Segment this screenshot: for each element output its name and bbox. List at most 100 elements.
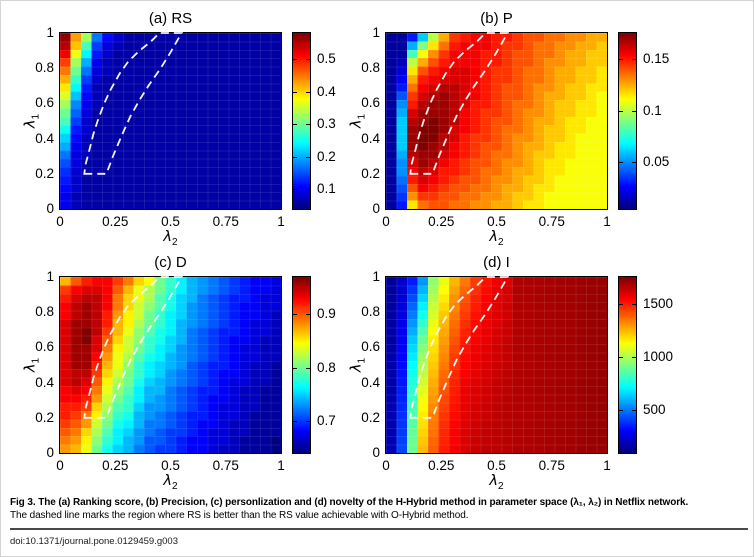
x-tick-label: 0.75 <box>538 214 565 229</box>
lambda-subscript: 2 <box>498 480 504 492</box>
panel-a-title: (a) RS <box>148 10 193 27</box>
panel-c-ylabel: λ1 <box>23 358 42 372</box>
x-tick-label: 0.75 <box>212 214 239 229</box>
x-tick-label: 1 <box>603 214 611 229</box>
y-tick-label: 0.2 <box>361 409 380 425</box>
y-tick-label: 0.4 <box>35 130 54 146</box>
colorbar-tick-label: 0.1 <box>643 102 662 118</box>
panel-d-colorbar-gradient <box>619 277 636 453</box>
colorbar-tick-mark <box>293 314 297 316</box>
colorbar-tick-mark <box>293 189 297 191</box>
lambda-glyph: λ <box>163 473 173 489</box>
colorbar-tick-mark <box>306 367 310 369</box>
panel-b-colorbar <box>618 32 637 210</box>
colorbar-tick-mark <box>632 303 636 305</box>
x-tick-label: 0.25 <box>102 214 129 229</box>
panel-d-colorbar <box>618 276 637 454</box>
colorbar-tick-mark <box>632 410 636 412</box>
panel-d-ylabel: λ1 <box>349 358 368 372</box>
y-tick-label: 0.4 <box>361 130 380 146</box>
colorbar-tick-mark <box>306 124 310 126</box>
panel-c-xlabel: λ2 <box>60 473 281 492</box>
x-tick-label: 0.75 <box>212 458 239 473</box>
colorbar-tick-label: 0.05 <box>643 154 670 170</box>
lambda-glyph: λ <box>348 119 365 129</box>
x-tick-label: 0 <box>56 458 64 473</box>
y-tick-label: 0.8 <box>35 304 54 320</box>
colorbar-tick-label: 0.8 <box>317 359 336 375</box>
figure-caption: Fig 3. The (a) Ranking score, (b) Precis… <box>10 497 748 521</box>
x-tick-label: 0.25 <box>428 214 455 229</box>
y-tick-label: 1 <box>372 269 380 284</box>
panel-c-colorbar <box>292 276 311 454</box>
y-tick-label: 0 <box>372 201 380 216</box>
panel-a-plot <box>59 32 282 210</box>
colorbar-tick-mark <box>306 156 310 158</box>
colorbar-tick-label: 1000 <box>643 349 674 364</box>
y-tick-label: 1 <box>46 269 54 284</box>
colorbar-tick-mark <box>632 162 636 164</box>
colorbar-tick-mark <box>293 59 297 61</box>
y-tick-label: 0.4 <box>35 374 54 390</box>
lambda-glyph: λ <box>348 363 365 373</box>
panel-a-colorbar-gradient <box>293 33 310 209</box>
colorbar-tick-label: 0.2 <box>317 148 336 164</box>
x-tick-label: 0.5 <box>487 458 506 473</box>
caption-regular-line: The dashed line marks the region where R… <box>10 510 469 521</box>
colorbar-tick-mark <box>619 162 623 164</box>
x-tick-label: 0 <box>382 214 390 229</box>
caption-divider <box>10 528 748 530</box>
y-tick-label: 1 <box>46 25 54 40</box>
y-tick-label: 0.4 <box>361 374 380 390</box>
y-tick-label: 0.6 <box>35 95 54 111</box>
colorbar-tick-mark <box>619 410 623 412</box>
x-tick-label: 0 <box>56 214 64 229</box>
panel-b-colorbar-gradient <box>619 33 636 209</box>
colorbar-tick-mark <box>619 303 623 305</box>
colorbar-tick-mark <box>619 357 623 358</box>
colorbar-tick-mark <box>293 91 297 93</box>
colorbar-tick-mark <box>306 59 310 61</box>
colorbar-tick-label: 0.4 <box>317 83 336 99</box>
colorbar-tick-mark <box>293 367 297 369</box>
x-tick-label: 0.25 <box>428 458 455 473</box>
x-tick-label: 0.25 <box>102 458 129 473</box>
panel-b-title: (b) P <box>480 10 513 27</box>
lambda-subscript: 1 <box>356 357 368 364</box>
y-tick-label: 0.8 <box>361 60 380 76</box>
panel-b-contour-dashed <box>409 32 510 175</box>
x-tick-label: 0.75 <box>538 458 565 473</box>
lambda-glyph: λ <box>22 363 39 373</box>
y-tick-label: 0.6 <box>361 95 380 111</box>
y-tick-label: 0.8 <box>35 60 54 76</box>
colorbar-tick-mark <box>632 110 636 112</box>
lambda-glyph: λ <box>489 229 499 245</box>
panel-a-ylabel: λ1 <box>23 114 42 128</box>
y-tick-label: 0 <box>372 445 380 460</box>
x-tick-label: 1 <box>603 458 611 473</box>
x-tick-label: 0.5 <box>161 458 180 473</box>
y-tick-label: 0.6 <box>35 339 54 355</box>
colorbar-tick-label: 1500 <box>643 295 674 311</box>
panel-c: (c) D 1 0.8 0.6 0.4 0.2 0 0 0.25 0.5 0.75 1 λ2 λ1… <box>23 254 336 492</box>
x-tick-label: 1 <box>277 458 285 473</box>
y-tick-label: 0.2 <box>35 409 54 425</box>
lambda-glyph: λ <box>163 229 173 245</box>
panel-d-contour-dashed <box>409 276 510 419</box>
panel-a-contour-dashed <box>83 32 184 175</box>
panel-d-xlabel: λ2 <box>386 473 607 492</box>
panel-c-title: (c) D <box>154 254 187 271</box>
colorbar-tick-mark <box>306 421 310 422</box>
doi-text: doi:10.1371/journal.pone.0129459.g003 <box>10 536 178 547</box>
panel-c-contour-dashed <box>83 276 184 419</box>
colorbar-tick-mark <box>632 58 636 60</box>
y-tick-label: 1 <box>372 25 380 40</box>
y-tick-label: 0.2 <box>361 165 380 181</box>
panel-b-plot <box>385 32 608 210</box>
caption-bold-line: Fig 3. The (a) Ranking score, (b) Precis… <box>10 497 689 508</box>
panel-c-plot <box>59 276 282 454</box>
y-tick-label: 0.8 <box>361 304 380 320</box>
colorbar-tick-mark <box>306 91 310 93</box>
panel-b-xlabel: λ2 <box>386 229 607 248</box>
colorbar-tick-mark <box>293 156 297 158</box>
